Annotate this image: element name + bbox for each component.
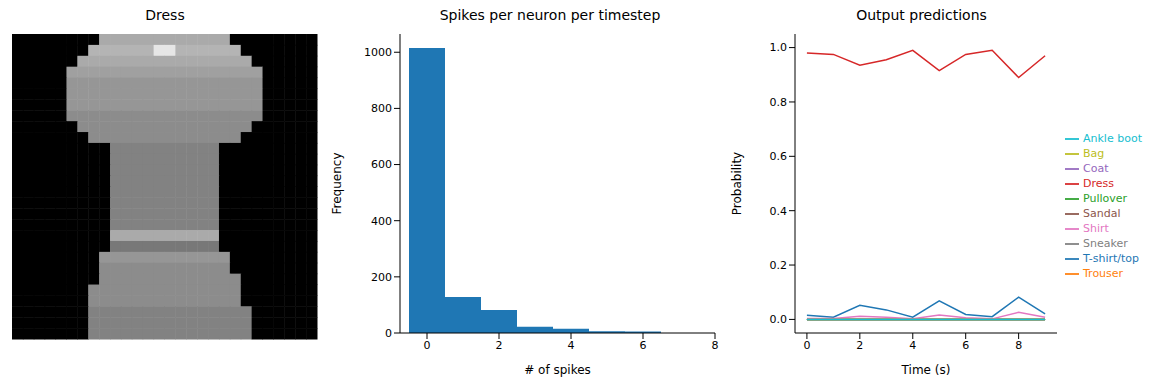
svg-text:Probability: Probability (730, 152, 744, 215)
svg-text:1000: 1000 (364, 46, 392, 59)
html-text:Sandal: Sandal (1083, 206, 1121, 220)
html-text:Ankle boot: Ankle boot (1083, 131, 1142, 145)
svg-text:2: 2 (856, 339, 863, 352)
svg-text:0: 0 (424, 339, 431, 352)
svg-text:6: 6 (640, 339, 647, 352)
html-text:Output predictions: Output predictions (856, 7, 987, 23)
svg-text:200: 200 (371, 271, 392, 284)
svg-text:Frequency: Frequency (330, 153, 344, 215)
svg-text:400: 400 (371, 215, 392, 228)
html-text:Pullover: Pullover (1083, 191, 1128, 205)
svg-text:8: 8 (712, 339, 719, 352)
svg-text:0.2: 0.2 (770, 259, 788, 272)
html-text:Bag: Bag (1083, 146, 1105, 160)
html-text:Sneaker: Sneaker (1083, 236, 1128, 250)
svg-text:600: 600 (371, 158, 392, 171)
svg-text:0: 0 (803, 339, 810, 352)
svg-text:4: 4 (909, 339, 916, 352)
svg-text:8: 8 (1015, 339, 1022, 352)
html-text:Trouser: Trouser (1083, 266, 1124, 280)
html-text:Spikes per neuron per timestep: Spikes per neuron per timestep (439, 7, 661, 23)
html-text:Dress: Dress (145, 7, 185, 23)
svg-text:2: 2 (496, 339, 503, 352)
svg-text:Time (s): Time (s) (901, 363, 951, 377)
svg-text:0.6: 0.6 (770, 150, 788, 163)
svg-text:6: 6 (962, 339, 969, 352)
svg-text:800: 800 (371, 102, 392, 115)
html-text:Coat: Coat (1083, 161, 1109, 175)
svg-text:0: 0 (385, 327, 392, 340)
svg-text:0.4: 0.4 (770, 205, 788, 218)
svg-text:0.8: 0.8 (770, 96, 788, 109)
svg-text:1.0: 1.0 (770, 41, 788, 54)
html-text:T-shirt/top: T-shirt/top (1083, 251, 1139, 265)
svg-text:# of spikes: # of spikes (524, 363, 591, 377)
svg-text:0.0: 0.0 (770, 313, 788, 326)
svg-text:4: 4 (568, 339, 575, 352)
html-text:Dress: Dress (1083, 176, 1114, 190)
html-text:Shirt: Shirt (1083, 221, 1109, 235)
